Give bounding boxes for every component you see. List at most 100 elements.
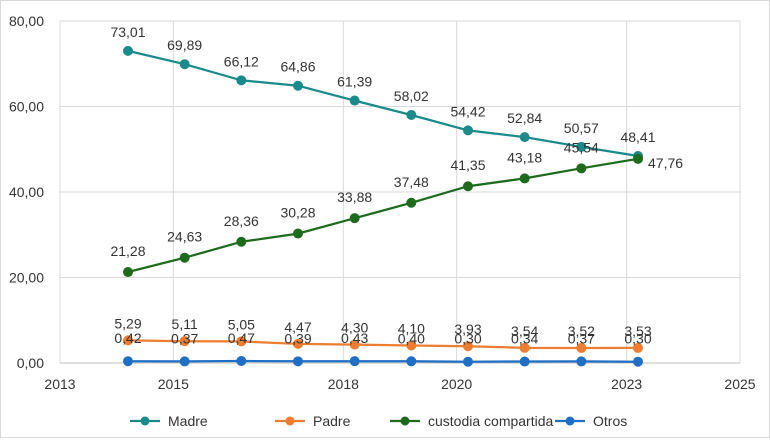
series-line-padre (127, 339, 639, 350)
data-label: 0,37 (171, 330, 198, 346)
data-label: 61,39 (337, 74, 372, 90)
legend-label: custodia compartida (428, 413, 554, 429)
x-tick-label: 2025 (724, 376, 755, 392)
data-label: 54,42 (450, 103, 485, 119)
data-label: 30,28 (280, 205, 315, 221)
data-label: 45,54 (564, 139, 599, 155)
data-label: 5,29 (114, 315, 141, 331)
data-point (633, 356, 643, 367)
data-point (236, 75, 247, 86)
data-label: 37,48 (394, 174, 429, 190)
data-point (633, 342, 643, 353)
data-point (123, 335, 133, 346)
data-point (406, 340, 417, 351)
data-label: 0,37 (568, 330, 595, 346)
data-point (236, 336, 247, 347)
data-label: 43,18 (507, 149, 542, 165)
data-point (519, 356, 530, 367)
data-label: 4,47 (284, 319, 311, 335)
data-label: 0,43 (341, 330, 368, 346)
data-point (179, 336, 190, 347)
data-point (179, 59, 190, 70)
data-point (633, 153, 643, 164)
y-tick-label: 20,00 (9, 270, 44, 286)
data-point (519, 173, 530, 184)
data-label: 47,76 (648, 155, 683, 171)
data-label: 50,57 (564, 120, 599, 136)
data-label: 3,53 (624, 323, 651, 339)
data-label: 4,10 (398, 320, 425, 336)
legend-label: Otros (593, 413, 627, 429)
data-point (179, 252, 190, 263)
data-point (293, 356, 303, 367)
data-point (406, 109, 417, 120)
data-label: 3,54 (511, 323, 538, 339)
data-point (519, 342, 530, 353)
x-tick-label: 2015 (158, 376, 189, 392)
x-tick-label: 2018 (328, 376, 359, 392)
data-point (179, 356, 190, 367)
data-point (406, 356, 417, 367)
data-point (123, 267, 133, 278)
data-point (576, 163, 587, 174)
data-point (463, 181, 473, 192)
data-point (406, 197, 417, 208)
data-point (293, 338, 303, 349)
data-label: 5,05 (228, 316, 255, 332)
data-label: 41,35 (450, 157, 485, 173)
data-point (349, 356, 360, 367)
data-label: 52,84 (507, 110, 542, 126)
legend-marker (285, 416, 295, 426)
legend: Madre Padre custodia compartida Otros (130, 413, 627, 429)
data-point (463, 125, 473, 136)
data-point (123, 356, 133, 367)
data-label: 0,30 (624, 331, 651, 347)
data-point (293, 228, 303, 239)
data-point (519, 132, 530, 143)
y-tick-label: 60,00 (9, 99, 44, 115)
data-label: 69,89 (167, 37, 202, 53)
data-point (123, 45, 133, 56)
data-label: 0,47 (228, 330, 255, 346)
data-label: 0,40 (398, 330, 425, 346)
data-point (293, 80, 303, 91)
data-label: 21,28 (110, 243, 145, 259)
series-line-otros (127, 359, 639, 363)
gridlines (59, 20, 741, 364)
data-label: 58,02 (394, 88, 429, 104)
data-label: 0,34 (511, 331, 538, 347)
data-point (576, 356, 587, 367)
data-label: 4,30 (341, 320, 368, 336)
data-label: 3,52 (568, 323, 595, 339)
data-label: 64,86 (280, 59, 315, 75)
x-tick-label: 2023 (611, 376, 642, 392)
legend-marker (565, 416, 575, 426)
data-label: 48,41 (620, 129, 655, 145)
data-labels: 73,01 69,89 66,12 64,86 61,39 58,02 54,42 52,84… (110, 24, 683, 347)
x-tick-label: 2013 (44, 376, 75, 392)
data-point (349, 213, 360, 224)
data-label: 0,42 (114, 330, 141, 346)
data-label: 24,63 (167, 229, 202, 245)
y-tick-label: 80,00 (9, 13, 44, 29)
data-label: 0,39 (284, 330, 311, 346)
legend-label: Padre (313, 413, 351, 429)
series-group (123, 45, 643, 367)
data-label: 66,12 (224, 53, 259, 69)
series-line-custodia-compartida (127, 157, 639, 274)
data-label: 28,36 (224, 213, 259, 229)
y-tick-label: 40,00 (9, 184, 44, 200)
legend-label: Madre (168, 413, 208, 429)
x-tick-label: 2020 (441, 376, 472, 392)
data-point (463, 356, 473, 367)
data-point (236, 236, 247, 247)
data-label: 0,30 (454, 331, 481, 347)
legend-marker (140, 416, 150, 426)
legend-marker (400, 416, 410, 426)
data-point (576, 141, 587, 152)
axes: 0,00 20,00 40,00 60,00 80,00 2013 2015 2018 2020… (9, 13, 756, 392)
data-point (236, 355, 247, 366)
